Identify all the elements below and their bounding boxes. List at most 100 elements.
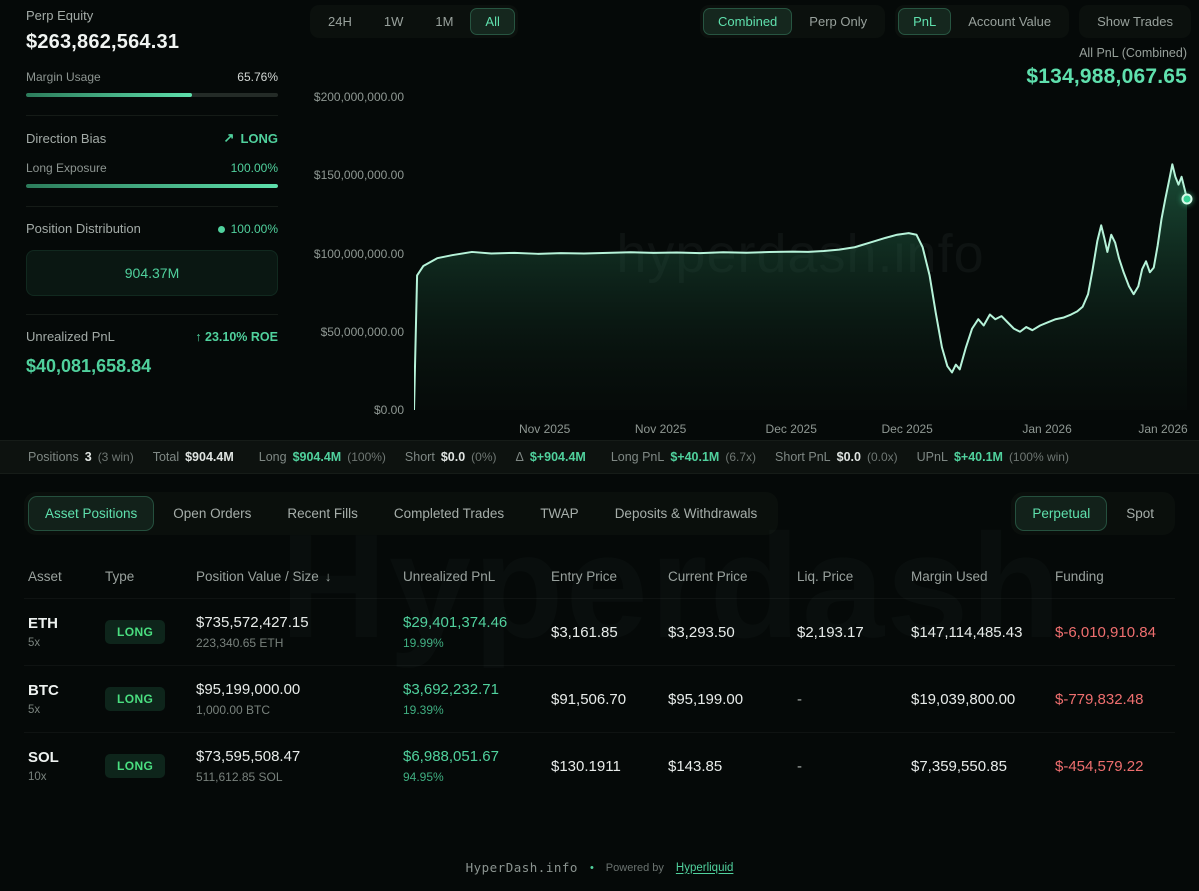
powered-by-label: Powered by — [605, 861, 664, 874]
liq-price: - — [797, 757, 802, 775]
table-row[interactable]: BTC 5x LONG $95,199,000.00 1,000.00 BTC … — [24, 665, 1175, 732]
show-trades-group: Show Trades — [1079, 4, 1191, 38]
time-range-24h[interactable]: 24H — [313, 8, 367, 35]
summary-item: Total $904.4M — [152, 450, 234, 464]
entry-price: $91,506.70 — [551, 690, 627, 708]
chart-x-axis: Nov 2025 Nov 2025 Dec 2025 Dec 2025 Jan 2026… — [414, 410, 1188, 440]
view-pnl-button[interactable]: PnL — [898, 7, 952, 35]
unrealized-pnl-block: Unrealized PnL ↑ 23.10% ROE $40,081,658.… — [26, 315, 278, 395]
x-axis-label: Dec 2025 — [765, 422, 817, 436]
direction-bias-label: Direction Bias — [26, 130, 107, 146]
current-price: $95,199.00 — [668, 690, 744, 708]
header-position-value[interactable]: Position Value / Size ↓ — [196, 569, 332, 584]
tab-open-orders[interactable]: Open Orders — [156, 496, 268, 531]
long-exposure-bar — [26, 184, 278, 188]
pnl-header-value: $134,988,067.65 — [1026, 65, 1187, 88]
asset-symbol: ETH — [28, 615, 58, 632]
show-trades-button[interactable]: Show Trades — [1082, 8, 1188, 35]
header-funding[interactable]: Funding — [1055, 569, 1104, 584]
tab-perpetual[interactable]: Perpetual — [1015, 496, 1108, 531]
chart-panel: 24H 1W 1M All Combined Perp Only PnL Acc… — [296, 4, 1199, 440]
unrealized-pnl-pct: 19.99% — [403, 636, 444, 650]
position-value: $735,572,427.15 — [196, 614, 309, 631]
unrealized-pnl-cell: $3,692,232.71 19.39% — [403, 681, 551, 717]
pnl-chart[interactable]: $200,000,000.00 $150,000,000.00 $100,000,0… — [302, 90, 1193, 417]
direction-bias-block: Direction Bias ↗ LONG Long Exposure 100.… — [26, 116, 278, 207]
time-range-group: 24H 1W 1M All — [310, 4, 518, 38]
tab-completed-trades[interactable]: Completed Trades — [377, 496, 521, 531]
header-current-price[interactable]: Current Price — [668, 569, 748, 584]
unrealized-pnl-pct: 19.39% — [403, 703, 444, 717]
time-range-1m[interactable]: 1M — [420, 8, 468, 35]
view-account-value-button[interactable]: Account Value — [953, 8, 1066, 35]
chart-line-path — [414, 164, 1187, 410]
funding: $-779,832.48 — [1055, 690, 1144, 708]
unrealized-pnl-label: Unrealized PnL — [26, 329, 115, 344]
unrealized-pnl-cell: $6,988,051.67 94.95% — [403, 748, 551, 784]
bullet-icon: • — [589, 861, 594, 874]
unrealized-pnl-pct: 94.95% — [403, 770, 444, 784]
positions-tabs-row: Asset Positions Open Orders Recent Fills… — [24, 492, 1175, 535]
tab-twap[interactable]: TWAP — [523, 496, 596, 531]
y-axis-label: $0.00 — [373, 403, 404, 417]
position-size: 511,612.85 SOL — [196, 770, 283, 784]
summary-item: UPnL $+40.1M (100% win) — [916, 450, 1069, 464]
long-badge: LONG — [105, 687, 166, 711]
table-row[interactable]: SOL 10x LONG $73,595,508.47 511,612.85 S… — [24, 732, 1175, 799]
header-asset[interactable]: Asset — [28, 569, 62, 584]
summary-item: Short PnL $0.0 (0.0x) — [775, 450, 898, 464]
y-axis-label: $100,000,000.00 — [313, 246, 404, 261]
x-axis-label: Dec 2025 — [881, 422, 933, 436]
table-row[interactable]: ETH 5x LONG $735,572,427.15 223,340.65 E… — [24, 598, 1175, 665]
table-header-row: Asset Type Position Value / Size ↓ Unreal… — [24, 559, 1175, 598]
summary-item: Δ $+904.4M — [515, 450, 586, 464]
tab-asset-positions[interactable]: Asset Positions — [28, 496, 155, 531]
chart-plot-area[interactable]: hyperdash.info — [414, 97, 1193, 410]
current-price: $143.85 — [668, 757, 723, 775]
time-range-1w[interactable]: 1W — [369, 8, 419, 35]
tab-recent-fills[interactable]: Recent Fills — [270, 496, 375, 531]
chart-y-axis: $200,000,000.00 $150,000,000.00 $100,000,0… — [302, 90, 414, 417]
sort-desc-icon: ↓ — [324, 569, 332, 584]
tab-spot[interactable]: Spot — [1109, 496, 1171, 531]
stats-sidebar: Perp Equity $263,862,564.31 Margin Usage… — [0, 4, 296, 440]
positions-summary-bar: Positions 3 (3 win) Total $904.4M Long $904.… — [0, 440, 1199, 474]
position-value: $95,199,000.00 — [196, 681, 301, 698]
position-distribution-box: 904.37M — [26, 250, 278, 296]
position-value-cell: $95,199,000.00 1,000.00 BTC — [196, 681, 403, 717]
margin-usage-value: 65.76% — [237, 70, 278, 84]
time-range-all[interactable]: All — [470, 7, 515, 35]
mode-perp-only-button[interactable]: Perp Only — [794, 8, 882, 35]
funding: $-454,579.22 — [1055, 757, 1144, 775]
pnl-header-label: All PnL (Combined) — [1079, 46, 1187, 60]
asset-leverage: 5x — [28, 637, 41, 649]
positions-section: Hyperdash Asset Positions Open Orders Re… — [0, 474, 1199, 799]
arrow-up-icon: ↑ — [195, 329, 202, 344]
green-dot-icon — [217, 225, 225, 233]
site-name[interactable]: HyperDash.info — [465, 860, 578, 875]
tab-deposits-withdrawals[interactable]: Deposits & Withdrawals — [598, 496, 775, 531]
unrealized-pnl-value: $40,081,658.84 — [26, 356, 152, 376]
hyperliquid-link[interactable]: Hyperliquid — [675, 861, 734, 874]
type-cell: LONG — [105, 620, 196, 644]
liq-price: - — [797, 690, 802, 708]
position-distribution-value: 100.00% — [217, 222, 278, 236]
header-entry-price[interactable]: Entry Price — [551, 569, 618, 584]
margin-used: $147,114,485.43 — [911, 623, 1023, 641]
asset-leverage: 5x — [28, 704, 41, 716]
mode-combined-button[interactable]: Combined — [703, 7, 793, 35]
margin-usage-bar — [26, 93, 278, 97]
header-liq-price[interactable]: Liq. Price — [797, 569, 854, 584]
header-type[interactable]: Type — [105, 569, 135, 584]
chart-mode-controls: Combined Perp Only PnL Account Value Sho… — [700, 4, 1191, 38]
header-margin-used[interactable]: Margin Used — [911, 569, 988, 584]
long-exposure-label: Long Exposure — [26, 161, 107, 175]
margin-usage-fill — [26, 93, 192, 97]
x-axis-label: Jan 2026 — [1022, 422, 1072, 436]
page-footer: HyperDash.info • Powered by Hyperliquid — [0, 860, 1199, 875]
position-value: $73,595,508.47 — [196, 748, 301, 765]
header-unrealized-pnl[interactable]: Unrealized PnL — [403, 569, 496, 584]
position-distribution-label: Position Distribution — [26, 221, 141, 236]
margin-usage-label: Margin Usage — [26, 70, 101, 84]
